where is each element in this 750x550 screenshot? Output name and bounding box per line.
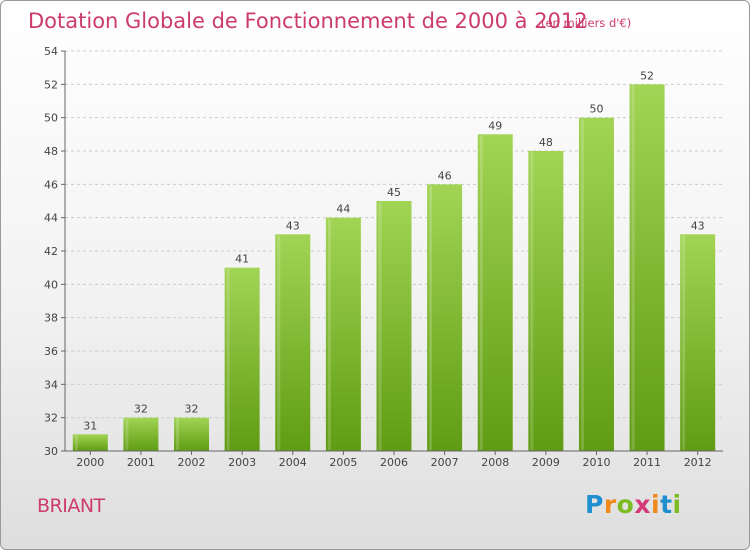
y-tick-label: 54 [44, 45, 58, 58]
x-tick-label-2008: 2008 [481, 456, 509, 469]
value-label-2000: 31 [83, 419, 97, 432]
value-label-2006: 45 [387, 186, 401, 199]
x-tick-label-2001: 2001 [127, 456, 155, 469]
axes [61, 50, 723, 455]
bar-highlight [530, 152, 534, 450]
y-tick-label: 46 [44, 178, 58, 191]
y-tick-label: 50 [44, 112, 58, 125]
bar-highlight [74, 435, 78, 450]
logo-letter: i [651, 490, 661, 519]
bar-highlight [125, 418, 129, 450]
chart-subtitle: (en milliers d'€) [541, 16, 632, 30]
x-tick-label-2009: 2009 [532, 456, 560, 469]
bar-2002 [174, 417, 210, 451]
logo-letter: x [634, 490, 651, 519]
x-tick-label-2005: 2005 [329, 456, 357, 469]
x-tick-label-2007: 2007 [431, 456, 459, 469]
logo-letter: P [585, 490, 604, 519]
labels: 30 32 34 36 38 40 42 44 46 48 50 52 54 31 2000 32 2001 32… [44, 45, 712, 469]
value-label-2009: 48 [539, 136, 553, 149]
chart-title: Dotation Globale de Fonctionnement de 20… [28, 9, 588, 33]
y-tick-label: 34 [44, 378, 58, 391]
bar-2004 [275, 234, 311, 451]
x-tick-label-2004: 2004 [279, 456, 307, 469]
y-tick-label: 52 [44, 78, 58, 91]
bar-2012 [680, 234, 716, 451]
value-label-2004: 43 [286, 219, 300, 232]
value-label-2003: 41 [235, 253, 249, 266]
bar-2011 [629, 84, 665, 451]
bar-highlight [378, 202, 382, 450]
value-label-2007: 46 [438, 169, 452, 182]
bar-highlight [479, 135, 483, 451]
y-tick-label: 48 [44, 145, 58, 158]
x-tick-label-2006: 2006 [380, 456, 408, 469]
bar-highlight [429, 185, 433, 451]
bar-highlight [226, 268, 230, 450]
x-tick-label-2000: 2000 [76, 456, 104, 469]
y-tick-label: 36 [44, 345, 58, 358]
value-label-2012: 43 [691, 219, 705, 232]
bar-2010 [578, 117, 614, 452]
value-label-2005: 44 [336, 203, 350, 216]
logo-letter: o [616, 490, 635, 519]
x-tick-label-2003: 2003 [228, 456, 256, 469]
bar-2001 [123, 417, 159, 451]
y-tick-label: 30 [44, 445, 58, 458]
bar-highlight [176, 418, 180, 450]
proxiti-logo[interactable]: Proxiti [585, 490, 682, 519]
bar-2003 [224, 267, 260, 451]
bar-2006 [376, 201, 412, 451]
x-tick-label-2010: 2010 [582, 456, 610, 469]
value-label-2011: 52 [640, 69, 654, 82]
bar-highlight [277, 235, 281, 450]
logo-letter: t [660, 490, 673, 519]
x-tick-label-2002: 2002 [178, 456, 206, 469]
value-label-2010: 50 [589, 103, 603, 116]
value-label-2008: 49 [488, 119, 502, 132]
y-tick-label: 44 [44, 212, 58, 225]
value-label-2002: 32 [185, 403, 199, 416]
logo-letter: i [672, 490, 682, 519]
bar-highlight [327, 218, 331, 450]
bar-2005 [325, 217, 361, 451]
bar-2008 [477, 134, 513, 452]
logo-letter: r [603, 490, 617, 519]
value-label-2001: 32 [134, 403, 148, 416]
y-tick-label: 42 [44, 245, 58, 258]
bar-2007 [427, 184, 463, 452]
x-tick-label-2011: 2011 [633, 456, 661, 469]
y-tick-label: 40 [44, 278, 58, 291]
commune-name: BRIANT [37, 495, 105, 517]
bars [72, 84, 716, 452]
bar-2000 [72, 434, 108, 451]
bar-2009 [528, 151, 564, 451]
bar-highlight [631, 85, 635, 450]
y-tick-label: 32 [44, 412, 58, 425]
bar-highlight [580, 118, 584, 451]
bar-highlight [682, 235, 686, 450]
x-tick-label-2012: 2012 [684, 456, 712, 469]
y-tick-label: 38 [44, 312, 58, 325]
